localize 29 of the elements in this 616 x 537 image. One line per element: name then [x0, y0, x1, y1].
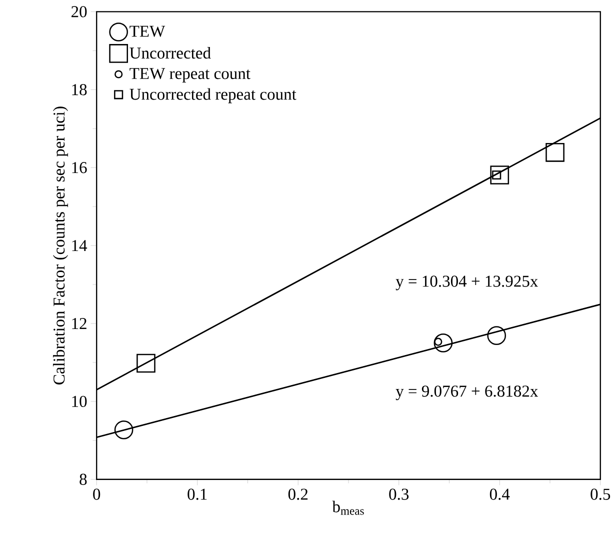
- y-tick-label: 20: [72, 6, 87, 18]
- point: [434, 334, 453, 352]
- x-tick-label: 0.1: [188, 488, 207, 500]
- point: [136, 354, 156, 373]
- y-tick-label: 14: [72, 240, 88, 252]
- x-axis-title: b$_{meas}$: [332, 500, 364, 515]
- x-tick-label: 0: [93, 488, 100, 500]
- point: [487, 326, 506, 345]
- legend-label: TEW: [130, 26, 166, 37]
- point: [434, 338, 442, 346]
- annotation: y = 10.304 + 13.925x: [396, 276, 538, 290]
- legend-label: TEW repeat count: [130, 68, 250, 82]
- annotation: y = 9.0767 + 6.8182x: [396, 386, 538, 400]
- x-tick-label: 0.2: [288, 488, 308, 500]
- y-tick-label: 18: [72, 84, 87, 96]
- x-tick-label: 0.3: [389, 488, 409, 500]
- x-tick-label: 0.5: [590, 488, 610, 500]
- point: [492, 170, 502, 180]
- point: [114, 420, 134, 440]
- y-tick-label: 16: [72, 162, 87, 174]
- x-tick-label: 0.4: [490, 488, 510, 500]
- y-tick-label: 10: [72, 396, 87, 408]
- point: [546, 142, 564, 162]
- point: [490, 166, 510, 184]
- legend-label: Uncorrected repeat count: [130, 88, 296, 104]
- y-tick-label: 8: [80, 474, 87, 485]
- y-axis-title: Calibration Factor (counts per sec per uci): [53, 106, 68, 384]
- y-tick-label: 12: [72, 318, 86, 329]
- legend-label: Uncorrected: [130, 47, 211, 59]
